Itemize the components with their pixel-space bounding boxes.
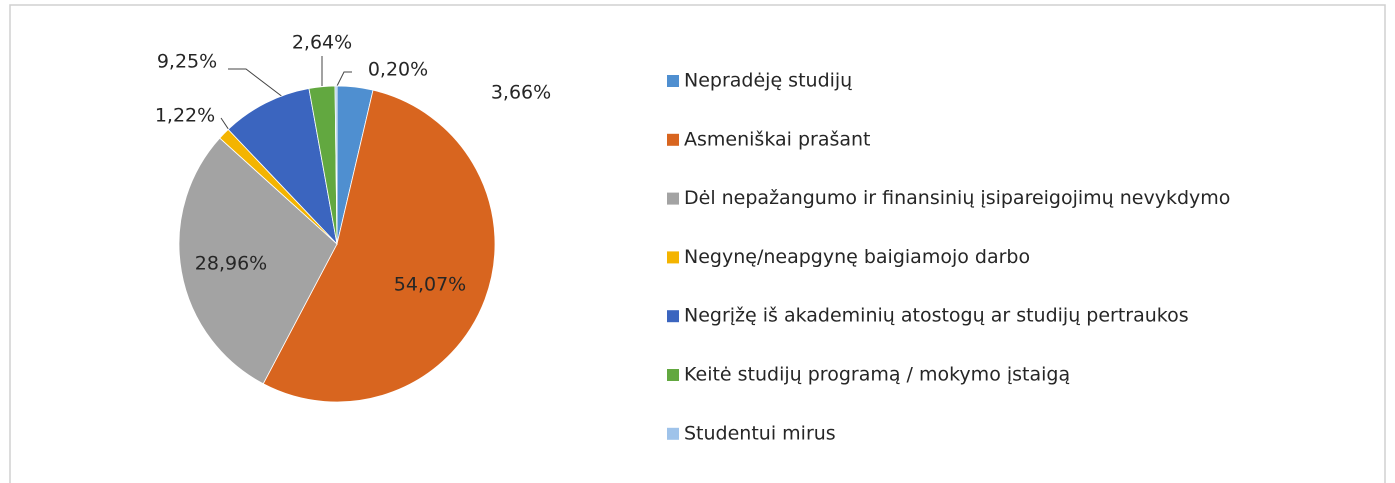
- pie-slice: [178, 137, 338, 385]
- legend-swatch: [667, 192, 679, 205]
- pie-slice: [227, 88, 338, 246]
- data-label: 54,07%: [394, 274, 466, 296]
- data-label: 2,64%: [292, 32, 352, 54]
- pie-slice: [334, 85, 338, 245]
- legend-label: Dėl nepažangumo ir finansinių įsipareigo…: [684, 187, 1230, 209]
- legend-swatch: [667, 427, 679, 440]
- legend-label: Negynę/neapgynę baigiamojo darbo: [684, 246, 1030, 268]
- legend-swatch: [667, 75, 679, 87]
- legend-label: Keitė studijų programą / mokymo įstaigą: [684, 364, 1070, 386]
- data-label: 28,96%: [195, 253, 267, 275]
- leader-line: [336, 71, 352, 87]
- legend-label: Asmeniškai prašant: [684, 128, 871, 150]
- chart-border: [9, 4, 1386, 483]
- legend-swatch: [667, 133, 679, 146]
- legend-swatch: [667, 251, 679, 264]
- legend-swatch: [667, 310, 679, 323]
- data-label: 1,22%: [155, 105, 215, 127]
- pie-slice: [262, 89, 496, 403]
- data-label: 3,66%: [491, 82, 551, 104]
- legend-swatch: [667, 369, 679, 381]
- leader-line: [228, 68, 293, 105]
- legend-label: Studentui mirus: [684, 422, 836, 444]
- data-label: 9,25%: [157, 51, 217, 73]
- legend-label: Negrįžę iš akademinių atostogų ar studij…: [684, 305, 1189, 327]
- legend-label: Nepradėję studijų: [684, 70, 852, 92]
- data-label: 0,20%: [368, 59, 428, 81]
